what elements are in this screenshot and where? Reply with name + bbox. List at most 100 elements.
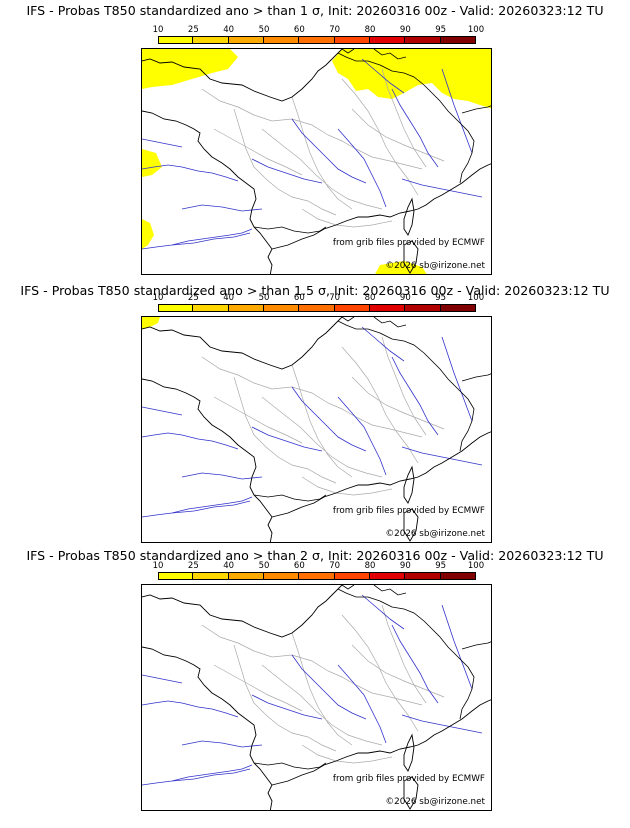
colorbar-segment: [264, 572, 300, 580]
panel-3-map: from grib files provided by ECMWF ©2026 …: [141, 584, 492, 811]
colorbar-segment: [370, 304, 406, 312]
colorbar-tick-label: 95: [435, 25, 447, 35]
colorbar-tick-label: 100: [467, 25, 485, 35]
mediterranean-coastline: [271, 431, 491, 518]
panel-1-map: from grib files provided by ECMWF ©2026 …: [141, 48, 492, 275]
colorbar-segment: [405, 36, 441, 44]
colorbar-tick-label: 25: [187, 561, 199, 571]
source-credit: from grib files provided by ECMWF: [332, 506, 485, 516]
corsica-outline: [403, 197, 415, 236]
country-borders: [253, 49, 491, 234]
colorbar-segment: [193, 572, 229, 580]
panel-2-title: IFS - Probas T850 standardized ano > tha…: [20, 283, 610, 298]
colorbar-tick-label: 10: [152, 561, 164, 571]
colorbar-segment: [158, 572, 194, 580]
atlantic-coastline: [142, 317, 343, 542]
colorbar-segment: [299, 36, 335, 44]
colorbar-tick-label: 80: [364, 25, 376, 35]
colorbar-segment: [264, 304, 300, 312]
colorbar-tick-label: 70: [329, 25, 341, 35]
spain-rivers: [142, 700, 253, 786]
colorbar-segment: [228, 304, 264, 312]
colorbar-segment: [228, 36, 264, 44]
country-borders: [253, 585, 491, 770]
rivers: [142, 58, 483, 246]
colorbar-tick-label: 80: [364, 561, 376, 571]
colorbar-tick-label: 25: [187, 25, 199, 35]
colorbar-segment: [405, 304, 441, 312]
colorbar-tick-label: 90: [399, 293, 411, 303]
colorbar-segment: [334, 304, 370, 312]
colorbar-tick-label: 90: [399, 561, 411, 571]
colorbar-tick-label: 100: [467, 561, 485, 571]
colorbar-tick-label: 40: [223, 25, 235, 35]
country-borders: [253, 317, 491, 502]
colorbar-tick-label: 100: [467, 293, 485, 303]
colorbar-tick-label: 80: [364, 293, 376, 303]
region-boundaries: [201, 68, 445, 228]
colorbar-tick-label: 70: [329, 293, 341, 303]
copyright-credit: ©2026 sb@irizone.net: [385, 797, 485, 807]
colorbar-tick-label: 50: [258, 25, 270, 35]
colorbar-tick-label: 25: [187, 293, 199, 303]
colorbar-tick-label: 10: [152, 293, 164, 303]
colorbar-tick-label: 40: [223, 293, 235, 303]
panel-3-title: IFS - Probas T850 standardized ano > tha…: [26, 548, 604, 563]
panel-1-title: IFS - Probas T850 standardized ano > tha…: [26, 3, 604, 18]
colorbar-tick-label: 60: [293, 561, 305, 571]
corsica-outline: [403, 733, 415, 772]
colorbar-tick-label: 60: [293, 293, 305, 303]
colorbar-segment: [158, 304, 194, 312]
probability-area-fill: [142, 317, 160, 329]
colorbar-segment: [405, 572, 441, 580]
colorbar-segment: [193, 36, 229, 44]
colorbar-tick-label: 10: [152, 25, 164, 35]
colorbar-tick-label: 90: [399, 25, 411, 35]
mediterranean-coastline: [271, 699, 491, 786]
colorbar-segment: [299, 304, 335, 312]
atlantic-coastline: [142, 49, 343, 274]
panel-2-colorbar: 10 25 40 50 60 70 80 90 95 100: [153, 293, 484, 312]
sardinia-outline: [403, 776, 419, 810]
colorbar-tick-label: 40: [223, 561, 235, 571]
region-boundaries: [201, 604, 445, 764]
colorbar-segment: [193, 304, 229, 312]
probability-area-fill: [142, 49, 491, 274]
colorbar-segment: [299, 572, 335, 580]
copyright-credit: ©2026 sb@irizone.net: [385, 529, 485, 539]
map-drawing: [142, 49, 491, 274]
map-drawing: [142, 585, 491, 810]
colorbar-segment: [158, 36, 194, 44]
sardinia-outline: [403, 240, 419, 274]
panel-3-colorbar: 10 25 40 50 60 70 80 90 95 100: [153, 561, 484, 580]
colorbar-segment: [440, 572, 476, 580]
source-credit: from grib files provided by ECMWF: [332, 774, 485, 784]
rivers: [142, 326, 483, 514]
rivers: [142, 594, 483, 782]
mediterranean-coastline: [271, 163, 491, 250]
panel-2-map: from grib files provided by ECMWF ©2026 …: [141, 316, 492, 543]
colorbar-segment: [440, 36, 476, 44]
colorbar-segment: [334, 572, 370, 580]
colorbar-segment: [264, 36, 300, 44]
colorbar-tick-label: 50: [258, 561, 270, 571]
panel-1-colorbar: 10 25 40 50 60 70 80 90 95 100: [153, 25, 484, 44]
colorbar-tick-label: 50: [258, 293, 270, 303]
region-boundaries: [201, 336, 445, 496]
colorbar-segment: [370, 36, 406, 44]
colorbar-segment: [334, 36, 370, 44]
colorbar-tick-label: 60: [293, 25, 305, 35]
spain-rivers: [142, 432, 253, 518]
colorbar-segment: [228, 572, 264, 580]
map-drawing: [142, 317, 491, 542]
corsica-outline: [403, 465, 415, 504]
colorbar-segment: [370, 572, 406, 580]
atlantic-coastline: [142, 585, 343, 810]
colorbar-tick-label: 95: [435, 561, 447, 571]
copyright-credit: ©2026 sb@irizone.net: [385, 261, 485, 271]
source-credit: from grib files provided by ECMWF: [332, 238, 485, 248]
colorbar-tick-label: 95: [435, 293, 447, 303]
colorbar-segment: [440, 304, 476, 312]
spain-rivers: [142, 164, 253, 250]
sardinia-outline: [403, 508, 419, 542]
